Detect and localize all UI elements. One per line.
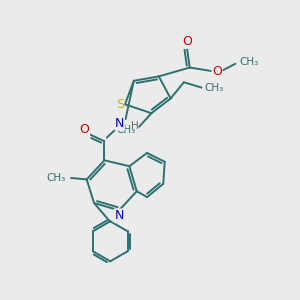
Text: S: S [116, 98, 124, 111]
Text: N: N [115, 117, 124, 130]
Text: O: O [212, 64, 222, 78]
Text: O: O [80, 123, 89, 136]
Text: CH₃: CH₃ [239, 57, 258, 67]
Text: CH₃: CH₃ [116, 125, 135, 135]
Text: CH₃: CH₃ [47, 173, 66, 183]
Text: N: N [114, 209, 124, 222]
Text: O: O [182, 35, 192, 48]
Text: CH₃: CH₃ [205, 82, 224, 93]
Text: H: H [131, 122, 139, 131]
